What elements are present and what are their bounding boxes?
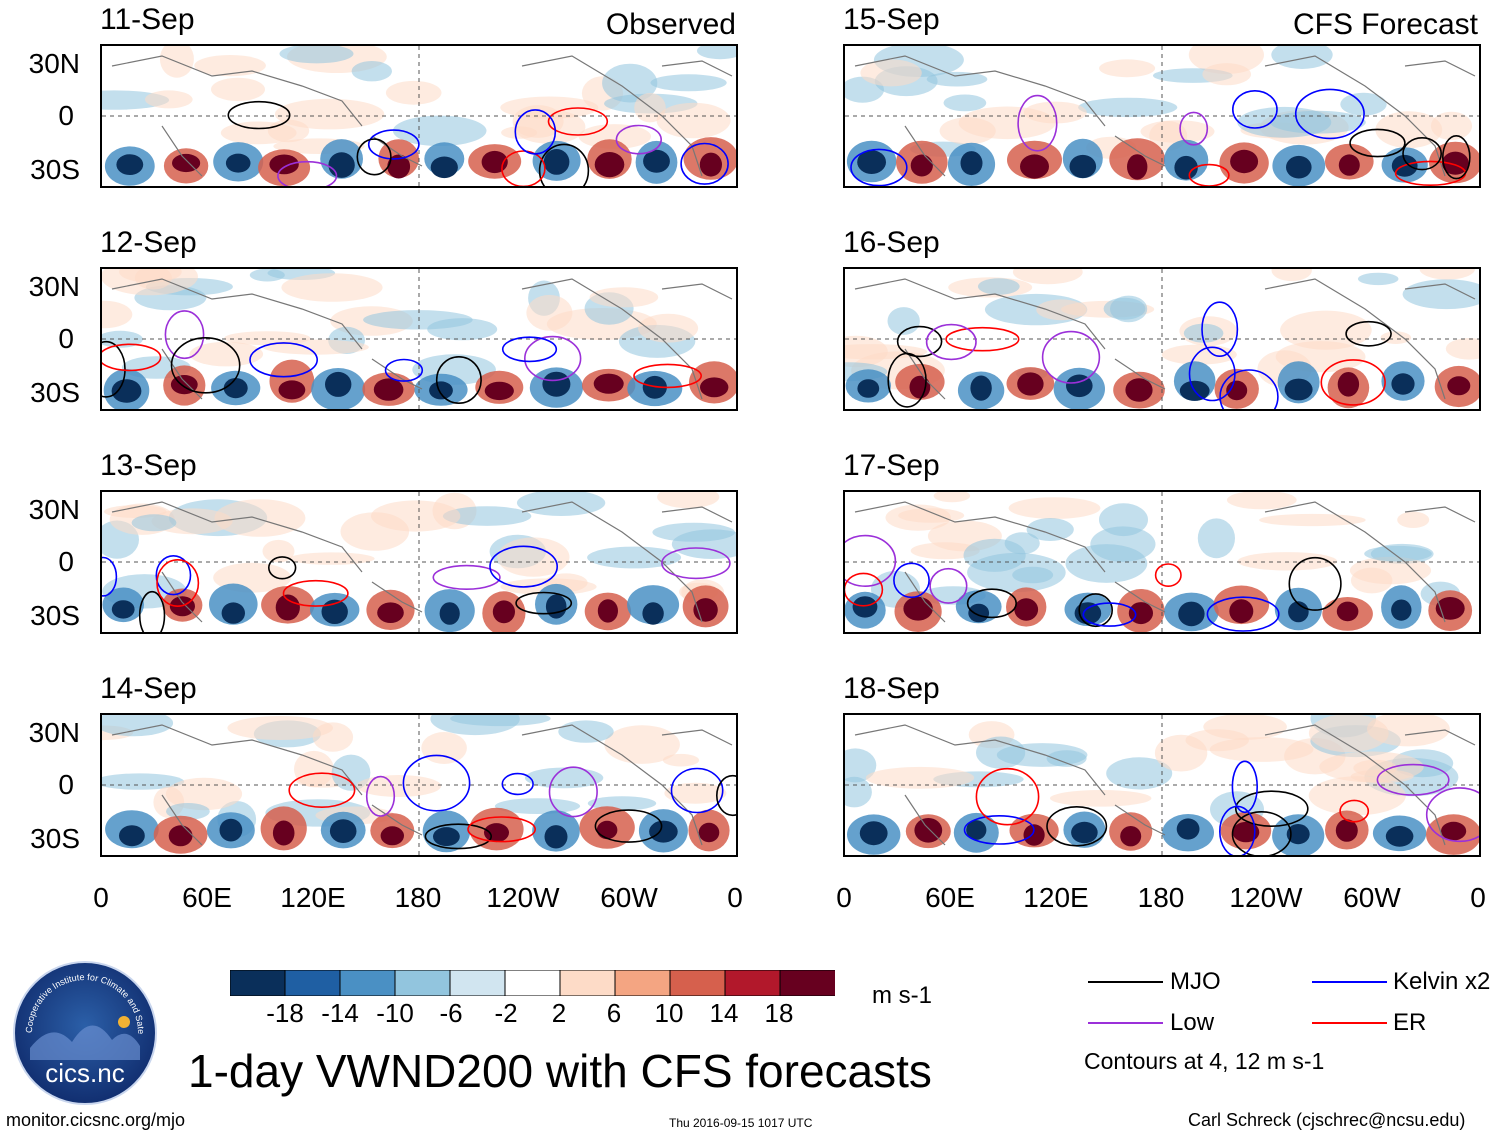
legend-label-kelvin: Kelvin x2 [1393, 968, 1491, 995]
legend-line-low [1088, 1022, 1163, 1024]
map-panel [843, 490, 1481, 634]
map-field [102, 492, 736, 632]
colorbar-swatch [394, 969, 451, 997]
map-panel [100, 490, 738, 634]
colorbar-unit: m s-1 [872, 982, 932, 1009]
map-field [102, 715, 736, 855]
colorbar-tick: 6 [606, 998, 622, 1028]
lon-tick: 0 [727, 882, 743, 913]
cics-logo: Cooperative Institute for Climate and Sa… [9, 952, 158, 1106]
map-field [845, 46, 1479, 186]
lon-tick: 120E [280, 882, 346, 913]
lon-tick: 180 [394, 882, 442, 913]
lon-tick: 60W [1343, 882, 1401, 913]
legend-line-er [1312, 1022, 1387, 1024]
panel-date: 15-Sep [843, 3, 940, 36]
logo-text: cics.nc [45, 1058, 124, 1088]
colorbar-tick: -6 [439, 998, 463, 1028]
cics-logo-graphic: Cooperative Institute for Climate and Sa… [9, 952, 157, 1105]
colorbar-swatch [449, 969, 506, 997]
lat-tick-30n: 30N [28, 717, 80, 748]
lat-tick-30n: 30N [28, 271, 80, 302]
colorbar-tick: 10 [654, 998, 684, 1028]
colorbar-swatch [614, 969, 671, 997]
legend-label-low: Low [1170, 1009, 1215, 1036]
colorbar-tick: -10 [376, 998, 414, 1028]
colorbar-swatch [504, 969, 561, 997]
panel-date: 13-Sep [100, 449, 197, 482]
map-panel [843, 267, 1481, 411]
panel-date: 11-Sep [100, 3, 195, 36]
lat-tick-30s: 30S [30, 823, 80, 854]
legend-line-mjo [1088, 981, 1163, 983]
lon-tick: 60W [600, 882, 658, 913]
colorbar-swatch [669, 969, 726, 997]
map-panel [100, 713, 738, 857]
lon-tick: 60E [925, 882, 975, 913]
colorbar [229, 969, 836, 997]
map-field [102, 46, 736, 186]
map-field [102, 269, 736, 409]
colorbar-tick: -2 [494, 998, 518, 1028]
lat-tick-eq: 0 [58, 546, 74, 577]
lat-tick-30s: 30S [30, 154, 80, 185]
panel-date: 12-Sep [100, 226, 197, 259]
lat-tick-eq: 0 [58, 769, 74, 800]
map-field [845, 269, 1479, 409]
colorbar-swatch [779, 969, 836, 997]
colorbar-tick: 14 [709, 998, 739, 1028]
map-panel [843, 713, 1481, 857]
panel-date: 17-Sep [843, 449, 940, 482]
lon-tick: 0 [836, 882, 852, 913]
lon-tick: 120W [1229, 882, 1303, 913]
map-panel [100, 267, 738, 411]
colorbar-swatch [339, 969, 396, 997]
colorbar-tick: 18 [764, 998, 794, 1028]
colorbar-swatch [229, 969, 286, 997]
legend-label-er: ER [1393, 1009, 1427, 1036]
lat-tick-30n: 30N [28, 48, 80, 79]
lon-tick: 120W [486, 882, 560, 913]
map-field [845, 715, 1479, 855]
lat-tick-30s: 30S [30, 377, 80, 408]
lon-tick: 180 [1137, 882, 1185, 913]
colorbar-swatch [559, 969, 616, 997]
legend-line-kelvin [1312, 981, 1387, 983]
lat-tick-30s: 30S [30, 600, 80, 631]
lon-tick: 120E [1023, 882, 1089, 913]
lon-tick: 0 [93, 882, 109, 913]
colorbar-tick: -18 [266, 998, 304, 1028]
cfs-forecast-label: CFS Forecast [1292, 8, 1478, 41]
colorbar-swatch [284, 969, 341, 997]
lat-tick-eq: 0 [58, 100, 74, 131]
map-panel [100, 44, 738, 188]
colorbar-tick: 2 [551, 998, 567, 1028]
lon-tick: 0 [1470, 882, 1486, 913]
panel-date: 16-Sep [843, 226, 940, 259]
figure-title: 1-day VWND200 with CFS forecasts [188, 1045, 932, 1097]
footer-author: Carl Schreck (cjschrec@ncsu.edu) [1188, 1110, 1466, 1130]
observed-label: Observed [605, 8, 736, 41]
footer-url: monitor.cicsnc.org/mjo [6, 1110, 186, 1130]
map-panel [843, 44, 1481, 188]
colorbar-swatches [229, 969, 836, 997]
panel-date: 14-Sep [100, 672, 197, 705]
lat-tick-eq: 0 [58, 323, 74, 354]
footer-timestamp: Thu 2016-09-15 1017 UTC [669, 1116, 813, 1130]
legend-label-mjo: MJO [1170, 968, 1221, 995]
panel-date: 18-Sep [843, 672, 940, 705]
lon-tick: 60E [182, 882, 232, 913]
colorbar-tick: -14 [321, 998, 359, 1028]
map-field [845, 492, 1479, 632]
legend-contour-note: Contours at 4, 12 m s-1 [1084, 1048, 1325, 1074]
lat-tick-30n: 30N [28, 494, 80, 525]
colorbar-swatch [724, 969, 781, 997]
